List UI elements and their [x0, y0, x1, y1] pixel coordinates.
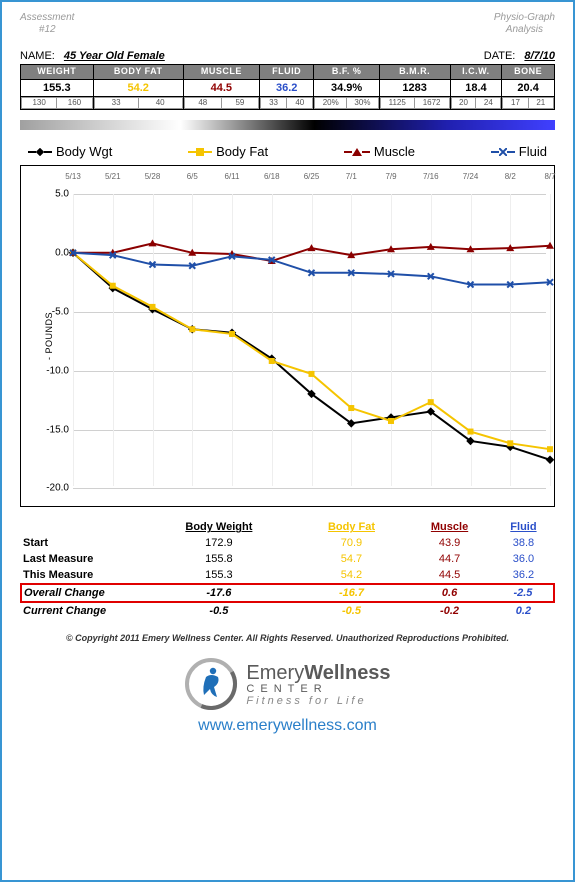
y-axis-label: - POUNDS [44, 312, 54, 360]
x-tick: 5/28 [145, 172, 161, 181]
metric-value: 36.2 [259, 79, 313, 96]
chart-series [73, 194, 550, 488]
metric-range: 4859 [183, 96, 259, 109]
metric-range: 1721 [502, 96, 555, 109]
metric-header: I.C.W. [450, 65, 502, 80]
summary-row: This Measure155.354.244.536.2 [21, 567, 554, 584]
metric-value: 20.4 [502, 79, 555, 96]
brand-url[interactable]: www.emerywellness.com [198, 717, 377, 735]
legend-item: Body Wgt [28, 144, 112, 159]
y-tick: 5.0 [41, 189, 69, 200]
metric-value: 34.9% [314, 79, 379, 96]
summary-col-header: Fluid [493, 519, 554, 535]
report-type-1: Physio-Graph [494, 12, 555, 24]
x-tick: 7/24 [463, 172, 479, 181]
metric-header: MUSCLE [183, 65, 259, 80]
divider-gradient [20, 120, 555, 130]
y-tick: 0.0 [41, 248, 69, 259]
y-tick: -5.0 [41, 306, 69, 317]
chart-legend: Body Wgt Body Fat Muscle Fluid [20, 144, 555, 159]
summary-col-header: Body Weight [141, 519, 297, 535]
metric-header: WEIGHT [21, 65, 94, 80]
legend-item: Muscle [344, 144, 415, 159]
metric-range: 130160 [21, 96, 94, 109]
legend-item: Fluid [491, 144, 547, 159]
x-tick: 7/9 [385, 172, 396, 181]
y-tick: -15.0 [41, 424, 69, 435]
date-value: 8/7/10 [524, 50, 555, 62]
summary-row: Current Change-0.5-0.5-0.20.2 [21, 602, 554, 619]
metric-header: BODY FAT [93, 65, 183, 80]
x-tick: 7/16 [423, 172, 439, 181]
summary-col-header [21, 519, 141, 535]
x-tick: 6/18 [264, 172, 280, 181]
patient-header: NAME: 45 Year Old Female DATE: 8/7/10 [20, 50, 555, 62]
metric-range: 3340 [93, 96, 183, 109]
brand-name: EmeryWellness [246, 662, 390, 685]
y-tick: -20.0 [41, 483, 69, 494]
y-tick: -10.0 [41, 365, 69, 376]
summary-row: Start172.970.943.938.8 [21, 535, 554, 551]
brand-logo-block: EmeryWellness CENTER Fitness for Life ww… [20, 657, 555, 735]
metric-range: 3340 [259, 96, 313, 109]
x-tick: 7/1 [346, 172, 357, 181]
x-tick: 8/2 [505, 172, 516, 181]
name-label: NAME: [20, 50, 55, 62]
metric-value: 18.4 [450, 79, 502, 96]
metric-header: BONE [502, 65, 555, 80]
summary-table: Body WeightBody FatMuscleFluidStart172.9… [20, 519, 555, 619]
summary-col-header: Body Fat [297, 519, 406, 535]
pounds-chart: - POUNDS -20.0 -15.0 -10.0 -5.0 0.0 5.0 5/13 5/… [20, 165, 555, 507]
brand-logo-icon [184, 657, 238, 711]
metric-value: 1283 [379, 79, 450, 96]
report-meta: Assessment #12 Physio-Graph Analysis [20, 12, 555, 36]
x-tick: 6/11 [225, 172, 240, 181]
x-tick: 5/13 [65, 172, 81, 181]
brand-tagline: Fitness for Life [246, 695, 390, 707]
x-tick: 6/25 [304, 172, 320, 181]
metric-range: 20%30% [314, 96, 379, 109]
summary-row: Last Measure155.854.744.736.0 [21, 551, 554, 567]
copyright-text: © Copyright 2011 Emery Wellness Center. … [20, 633, 555, 643]
assessment-label: Assessment [20, 12, 74, 24]
metric-value: 155.3 [21, 79, 94, 96]
metric-range: 2024 [450, 96, 502, 109]
x-tick: 5/21 [105, 172, 121, 181]
legend-item: Body Fat [188, 144, 268, 159]
metric-header: B.M.R. [379, 65, 450, 80]
x-tick: 6/5 [187, 172, 198, 181]
date-label: DATE: [484, 50, 516, 62]
metric-value: 54.2 [93, 79, 183, 96]
report-type-2: Analysis [494, 24, 555, 36]
metric-header: FLUID [259, 65, 313, 80]
metrics-table: WEIGHTBODY FATMUSCLEFLUIDB.F. %B.M.R.I.C… [20, 64, 555, 110]
metric-range: 11251672 [379, 96, 450, 109]
metric-value: 44.5 [183, 79, 259, 96]
name-value: 45 Year Old Female [64, 50, 165, 62]
summary-col-header: Muscle [406, 519, 493, 535]
x-tick: 8/7 [544, 172, 555, 181]
physio-graph-report: Assessment #12 Physio-Graph Analysis NAM… [0, 0, 575, 882]
metric-header: B.F. % [314, 65, 379, 80]
summary-row: Overall Change-17.6-16.70.6-2.5 [21, 584, 554, 602]
assessment-number: #12 [20, 24, 74, 36]
